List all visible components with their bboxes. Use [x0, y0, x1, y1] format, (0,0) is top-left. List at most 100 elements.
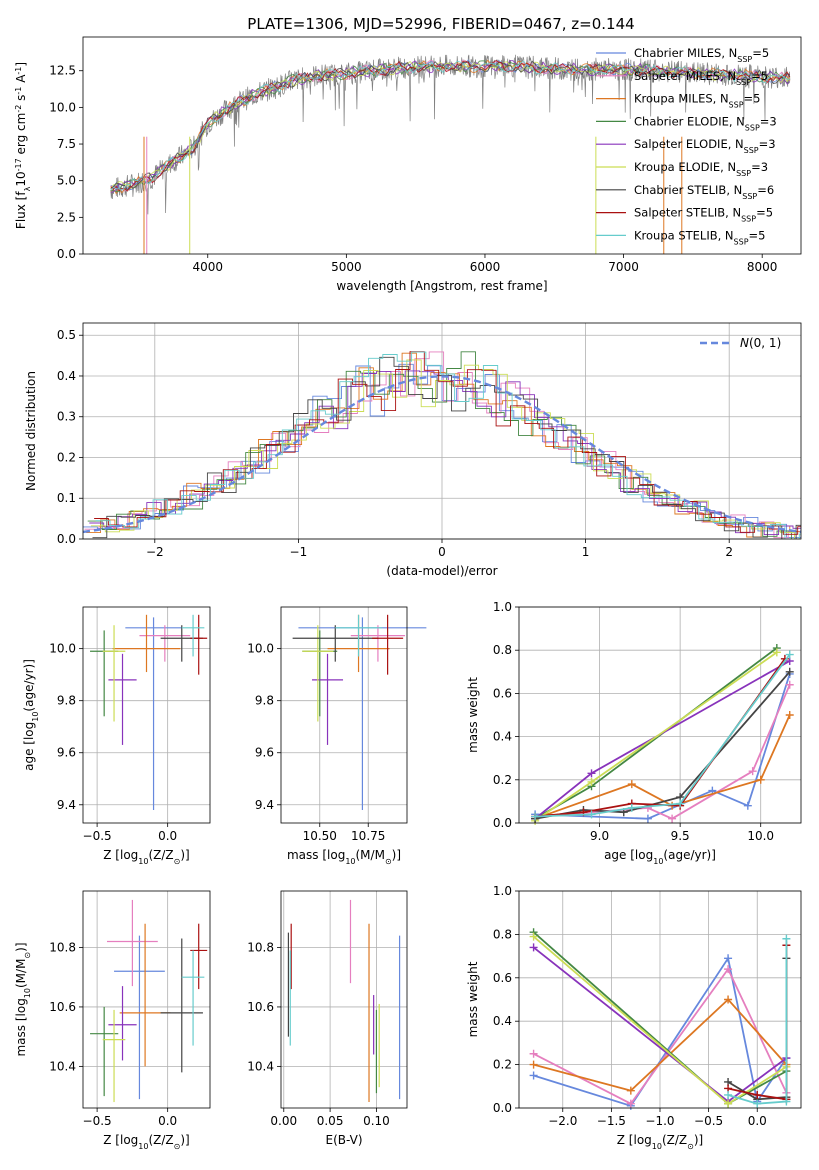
- mass_vs_Z-frame: [82, 890, 211, 1109]
- series-kroupa-miles-line: [534, 714, 791, 820]
- series-kroupa-stelib-marker: [782, 934, 791, 943]
- spectrum-plot: [110, 54, 791, 254]
- hist-model-chabrier-stelib: [92, 356, 801, 539]
- spectrum-model-salpeter-stelib: [110, 59, 791, 192]
- series-kroupa-miles-marker: [756, 775, 765, 784]
- age_vs_mass-xtick-label: 10.50: [303, 829, 337, 843]
- mass_weight_vs_age-xtick-label: 9.0: [590, 829, 609, 843]
- series-chabrier-miles-marker: [724, 954, 733, 963]
- mass_weight_vs_Z-ytick-label: 1.0: [493, 884, 512, 898]
- mass_vs_Z-xtick-label: 0.0: [158, 1114, 177, 1128]
- spectrum-ytick-label: 2.5: [57, 210, 76, 224]
- mass_weight_vs_age-ytick-label: 0.4: [493, 730, 512, 744]
- age_vs_Z-ylabel: age [log10(age/yr)]: [22, 659, 40, 771]
- series-kroupa-stelib-marker: [753, 1099, 762, 1108]
- series-salpeter-stelib-line: [535, 658, 786, 818]
- residuals-xtick-label: 0: [438, 545, 446, 559]
- series-kroupa-elodie-marker: [772, 648, 781, 657]
- legend-label-3: Chabrier ELODIE, NSSP=3: [634, 114, 777, 131]
- series-kroupa-stelib-marker: [785, 650, 794, 659]
- mass_vs_ebv-ytick-label: 10.4: [247, 1059, 274, 1073]
- mass_vs_ebv-xtick-label: 0.00: [270, 1114, 297, 1128]
- residuals-ytick-label: 0.4: [57, 369, 76, 383]
- residuals-ytick-label: 0.5: [57, 328, 76, 342]
- figure-title: PLATE=1306, MJD=52996, FIBERID=0467, z=0…: [247, 15, 634, 33]
- legend-label-4: Salpeter ELODIE, NSSP=3: [634, 137, 776, 155]
- series-salpeter-miles-marker: [668, 814, 677, 823]
- residuals-xtick-label: 2: [725, 545, 733, 559]
- residuals-xlabel: (data-model)/error: [386, 564, 497, 578]
- legend-label-0: Chabrier MILES, NSSP=5: [634, 46, 769, 64]
- series-salpeter-stelib-marker: [753, 1090, 762, 1099]
- spectrum-xlabel: wavelength [Angstrom, rest frame]: [336, 279, 547, 293]
- hist-plot: [83, 351, 801, 539]
- residuals-xtick-label: −1: [290, 545, 308, 559]
- age_vs_mass-xtick-label: 10.75: [351, 829, 385, 843]
- mass_vs_ebv-xtick-label: 0.10: [363, 1114, 390, 1128]
- legend-label-5: Kroupa ELODIE, NSSP=3: [634, 160, 768, 178]
- residuals-xtick-label: −2: [146, 545, 164, 559]
- spectrum-ytick-label: 10.0: [49, 100, 76, 114]
- mass_weight_vs_Z-xtick-label: −2.0: [548, 1114, 577, 1128]
- spectrum-xtick-label: 4000: [192, 260, 223, 274]
- age_vs_Z-ytick-label: 10.0: [49, 642, 76, 656]
- age_vs_Z-frame: [82, 606, 211, 824]
- mass_weight_vs_Z-ytick-label: 0.6: [493, 971, 512, 985]
- mass_weight_vs_age-ytick-label: 0.8: [493, 643, 512, 657]
- mass_weight_vs_age-xlabel: age [log10(age/yr)]: [604, 848, 716, 866]
- age_vs_Z-axes: [79, 607, 210, 827]
- residuals-xtick-label: 1: [582, 545, 590, 559]
- mass_weight_vs_age-ytick-label: 0.2: [493, 773, 512, 787]
- series-salpeter-elodie-marker: [529, 943, 538, 952]
- age_vs_mass-ytick-label: 9.6: [255, 746, 274, 760]
- mass_vs_Z-ytick-label: 10.4: [49, 1059, 76, 1073]
- age_vs_Z-xtick-label: −0.5: [83, 829, 112, 843]
- hist-model-chabrier-miles: [83, 363, 801, 539]
- mass_vs_ebv-axes: [277, 891, 407, 1112]
- series-salpeter-miles-marker: [724, 965, 733, 974]
- spectrum-ytick-label: 5.0: [57, 174, 76, 188]
- series-salpeter-miles-marker: [785, 680, 794, 689]
- mass_weight_vs_age-ytick-label: 1.0: [493, 600, 512, 614]
- hist-frame: [82, 322, 802, 540]
- spectrum-xtick-label: 8000: [747, 260, 778, 274]
- series-kroupa-miles-line: [533, 998, 788, 1092]
- mass_weight_vs_Z-ytick-label: 0.4: [493, 1014, 512, 1028]
- age_vs_mass-frame: [280, 606, 408, 824]
- spectrum-ytick-label: 12.5: [49, 64, 76, 78]
- mass_vs_ebv-frame: [280, 890, 408, 1109]
- mass_vs_ebv-xtick-label: 0.05: [317, 1114, 344, 1128]
- mass_weight_vs_age-axes: [515, 606, 801, 827]
- hist-gaussian-line: [83, 375, 801, 534]
- series-kroupa-stelib-marker: [531, 812, 540, 821]
- age_vs_mass-ytick-label: 10.0: [247, 642, 274, 656]
- mass_weight_vs_Z-xtick-label: −0.5: [694, 1114, 723, 1128]
- series-salpeter-miles-marker: [529, 1049, 538, 1058]
- residuals-ytick-label: 0.0: [57, 532, 76, 546]
- series-kroupa-miles-marker: [627, 780, 636, 789]
- age_vs_Z-xtick-label: 0.0: [158, 829, 177, 843]
- series-kroupa-stelib-line: [727, 938, 788, 1105]
- mass_weight_vs_age-ylabel: mass weight: [466, 677, 480, 753]
- legend-label-6: Chabrier STELIB, NSSP=6: [634, 183, 774, 201]
- mass_weight_vs_Z-ytick-label: 0.2: [493, 1058, 512, 1072]
- mass_weight_vs_Z-frame: [518, 890, 802, 1109]
- legend-label-7: Salpeter STELIB, NSSP=5: [634, 206, 773, 224]
- mass_vs_ebv-xlabel: E(B-V): [325, 1133, 362, 1147]
- mass_weight_vs_age-xtick-label: 9.5: [671, 829, 690, 843]
- age_vs_Z-ytick-label: 9.8: [57, 694, 76, 708]
- mass_weight_vs_Z-ytick-label: 0.0: [493, 1101, 512, 1115]
- hist-legend-label: N(0, 1): [740, 336, 781, 350]
- mass_vs_Z-ytick-label: 10.8: [49, 940, 76, 954]
- series-salpeter-miles-marker: [748, 767, 757, 776]
- series-salpeter-miles-marker: [626, 1099, 635, 1108]
- series-chabrier-miles-marker: [529, 1071, 538, 1080]
- residuals-ytick-label: 0.1: [57, 491, 76, 505]
- series-kroupa-stelib-marker: [627, 803, 636, 812]
- series-kroupa-miles-marker: [529, 1060, 538, 1069]
- mass_vs_Z-ytick-label: 10.6: [49, 1000, 76, 1014]
- series-salpeter-elodie-marker: [587, 769, 596, 778]
- mass_vs_ebv-ytick-label: 10.6: [247, 1000, 274, 1014]
- spectrum-frame: [82, 36, 802, 255]
